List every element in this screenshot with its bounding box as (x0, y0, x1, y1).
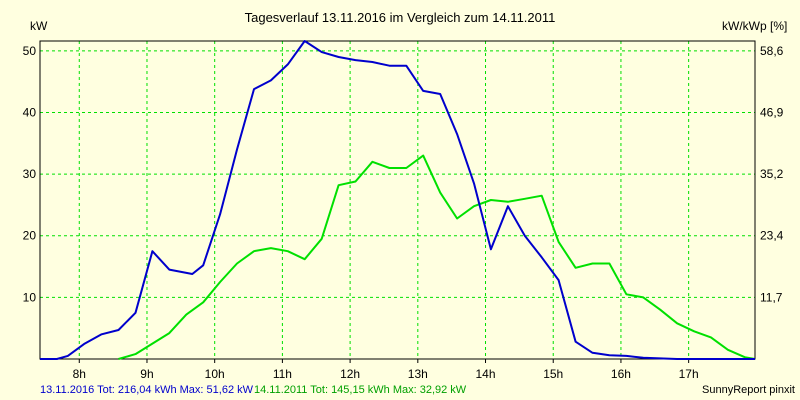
y-tick-label-right: 58,6 (760, 44, 784, 58)
series-lines (40, 40, 756, 360)
x-tick-label: 11h (273, 367, 292, 381)
x-tick-label: 16h (611, 367, 631, 381)
legend-series-2: 14.11.2011 Tot: 145,15 kWh Max: 32,92 kW (254, 384, 467, 396)
legend-series-1: 13.11.2016 Tot: 216,04 kWh Max: 51,62 kW (40, 384, 254, 396)
x-tick-label: 13h (408, 367, 428, 381)
x-tick-label: 17h (679, 367, 699, 381)
y-tick-label-right: 23,4 (760, 229, 784, 243)
y-axis-left-label: kW (30, 19, 48, 33)
footer-credit: SunnyReport pinxit (702, 384, 795, 396)
gridlines (40, 41, 755, 359)
x-tick-label: 9h (140, 367, 153, 381)
y-axis-right-label: kW/kWp [%] (722, 19, 787, 33)
y-tick-label-right: 46,9 (760, 105, 784, 119)
y-tick-label-left: 10 (23, 290, 37, 304)
x-tick-label: 10h (205, 367, 225, 381)
x-tick-label: 12h (340, 367, 360, 381)
chart-title: Tagesverlauf 13.11.2016 im Vergleich zum… (245, 10, 556, 25)
x-tick-label: 14h (476, 367, 496, 381)
plot-border (39, 40, 756, 360)
y-tick-label-left: 40 (23, 105, 37, 119)
y-tick-label-left: 20 (23, 229, 37, 243)
y-tick-label-left: 30 (23, 167, 37, 181)
y-tick-label-right: 11,7 (760, 290, 783, 304)
x-tick-label: 15h (543, 367, 563, 381)
tick-labels: 8h 9h 10h 11h 12h 13h 14h 15h 16h 17h 10 11,7 20 23,4… (23, 44, 784, 381)
y-tick-label-left: 50 (23, 44, 37, 58)
series-line-1 (40, 40, 755, 360)
x-tick-label: 8h (73, 367, 86, 381)
series-line-2 (118, 154, 756, 360)
y-tick-label-right: 35,2 (760, 167, 784, 181)
axes (39, 40, 756, 363)
